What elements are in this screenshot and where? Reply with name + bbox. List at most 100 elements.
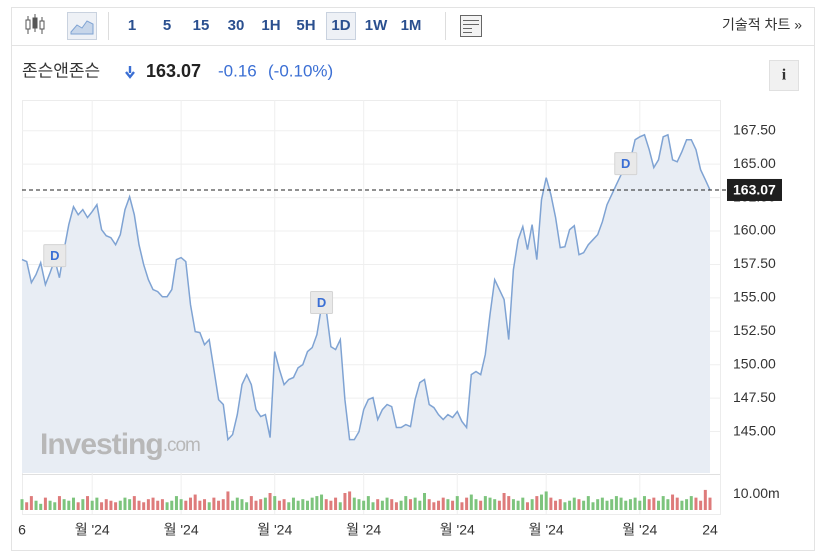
volume-bar (568, 500, 572, 510)
volume-bar (577, 499, 581, 510)
volume-bar (352, 497, 356, 510)
volume-bar (320, 494, 324, 510)
volume-bar (385, 497, 389, 510)
volume-bar (123, 497, 127, 510)
volume-bar (146, 499, 150, 510)
interval-button[interactable]: 30 (228, 17, 245, 34)
layout-icon[interactable] (460, 15, 482, 37)
volume-bar (558, 499, 562, 510)
volume-bar (100, 502, 104, 510)
volume-bar (703, 489, 707, 510)
volume-bar (535, 496, 539, 510)
interval-button[interactable]: 1M (401, 17, 422, 34)
volume-bar (689, 496, 693, 510)
technical-chart-link[interactable]: 기술적 차트 » (722, 17, 802, 33)
volume-bar (343, 493, 347, 510)
interval-button[interactable]: 1W (365, 17, 388, 34)
interval-button[interactable]: 1D (331, 17, 350, 34)
interval-button[interactable]: 1H (261, 17, 280, 34)
watermark-suffix: .com (163, 435, 200, 456)
volume-bar (661, 496, 665, 510)
volume-bar (619, 497, 623, 510)
volume-bar (235, 497, 239, 510)
volume-bar (366, 496, 370, 510)
volume-bar (348, 491, 352, 510)
volume-bar (483, 496, 487, 510)
volume-bar (245, 502, 249, 510)
watermark-main: Investing (40, 428, 163, 461)
info-button[interactable] (769, 60, 799, 91)
volume-bar (451, 500, 455, 510)
volume-bar (39, 503, 43, 510)
interval-button[interactable]: 15 (193, 17, 210, 34)
info-icon[interactable]: i (782, 67, 787, 84)
volume-bar (432, 502, 436, 510)
volume-bar (212, 497, 216, 510)
volume-bar (493, 499, 497, 510)
interval-button[interactable]: 1 (128, 17, 136, 34)
x-tick-label: 월 '24 (164, 522, 199, 538)
y-tick-label: 150.00 (733, 355, 776, 371)
volume-bar (671, 494, 675, 510)
watermark: Investing.com (40, 428, 200, 461)
dividend-label: D (50, 248, 59, 263)
volume-bar (507, 496, 511, 510)
last-price-tag (727, 178, 782, 201)
volume-bar (418, 500, 422, 510)
volume-bar (600, 497, 604, 510)
y-tick-label: 167.50 (733, 121, 776, 137)
volume-bar (437, 500, 441, 510)
volume-bar (305, 500, 309, 510)
volume-bar (530, 499, 534, 510)
volume-bar (521, 497, 525, 510)
volume-bar (362, 500, 366, 510)
active-interval-box (326, 12, 356, 40)
volume-bar (207, 502, 211, 510)
volume-bar (179, 499, 183, 510)
line (21, 133, 711, 442)
volume-bar (277, 500, 281, 510)
y-tick-label: 157.50 (733, 255, 776, 271)
volume-bar (142, 502, 146, 510)
volume-bar (263, 497, 267, 510)
volume-bar (596, 499, 600, 510)
volume-bar (203, 499, 207, 510)
volume-bar (43, 497, 47, 510)
volume-bar (455, 496, 459, 510)
interval-button[interactable]: 5 (163, 17, 171, 34)
x-tick-label: 24 (702, 522, 718, 538)
volume-bar (404, 496, 408, 510)
volume-bar (114, 502, 118, 510)
volume-bar (572, 497, 576, 510)
interval-button[interactable]: 5H (296, 17, 315, 34)
volume-bar (86, 496, 90, 510)
volume-bar (497, 500, 501, 510)
volume-bar (29, 496, 33, 510)
candle-icon[interactable] (25, 14, 45, 34)
volume-bar (20, 499, 24, 510)
volume-bar (53, 502, 57, 510)
volume-bar (71, 497, 75, 510)
volume-bar (67, 500, 71, 510)
volume-bar (57, 496, 61, 510)
volume-bar (254, 500, 258, 510)
volume-bar (193, 494, 197, 510)
volume-bar (160, 499, 164, 510)
area-icon[interactable] (67, 12, 97, 40)
volume-bar (137, 500, 141, 510)
volume-bar (217, 500, 221, 510)
volume-bar (324, 499, 328, 510)
volume-bar (376, 499, 380, 510)
volume-bar (479, 500, 483, 510)
volume-bar (198, 500, 202, 510)
volume-bar (446, 499, 450, 510)
volume-bar (282, 499, 286, 510)
volume-bar (675, 497, 679, 510)
volume-bar (502, 493, 506, 510)
volume-bar (474, 499, 478, 510)
volume-bar (174, 496, 178, 510)
price: 163.07 (146, 61, 201, 81)
volume-bar (525, 502, 529, 510)
